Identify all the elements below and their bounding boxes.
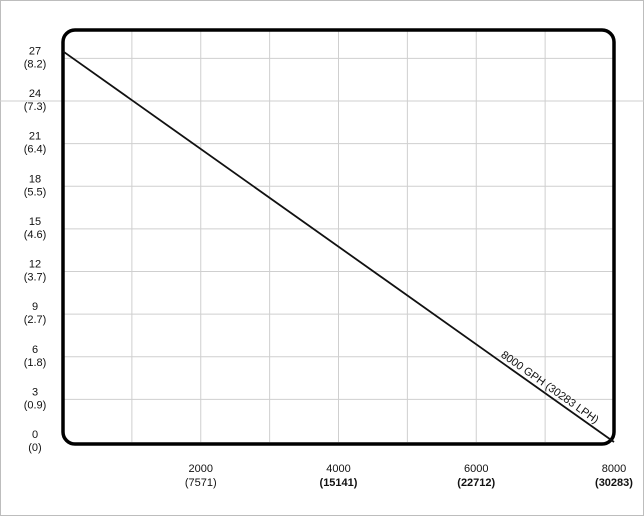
y-tick-sublabel: (0) bbox=[28, 442, 41, 454]
y-tick-label: 9 bbox=[32, 301, 38, 313]
y-tick-sublabel: (4.6) bbox=[24, 229, 47, 241]
x-tick-label: 2000 bbox=[189, 463, 213, 475]
y-tick-label: 0 bbox=[32, 429, 38, 441]
x-tick-sublabel: (7571) bbox=[185, 477, 217, 489]
x-tick-sublabel: (22712) bbox=[457, 477, 495, 489]
y-tick-sublabel: (1.8) bbox=[24, 357, 47, 369]
y-tick-sublabel: (0.9) bbox=[24, 399, 47, 411]
y-tick-label: 12 bbox=[29, 259, 41, 271]
series-line bbox=[62, 50, 615, 443]
x-axis-ticks: 2000 (7571) 4000 (15141) 6000 (22712) 8000 (302… bbox=[185, 463, 633, 489]
y-tick-sublabel: (2.7) bbox=[24, 314, 47, 326]
grid-lines bbox=[0, 30, 644, 442]
x-tick-label: 6000 bbox=[464, 463, 488, 475]
x-tick-sublabel: (30283) bbox=[595, 477, 633, 489]
y-tick-sublabel: (8.2) bbox=[24, 58, 47, 70]
y-tick-label: 15 bbox=[29, 216, 41, 228]
series-label: 8000 GPH (30283 LPH) bbox=[499, 349, 601, 426]
y-tick-label: 24 bbox=[29, 88, 41, 100]
y-tick-label: 21 bbox=[29, 131, 41, 143]
y-tick-label: 18 bbox=[29, 173, 41, 185]
y-tick-sublabel: (5.5) bbox=[24, 186, 47, 198]
y-tick-sublabel: (6.4) bbox=[24, 144, 47, 156]
y-tick-sublabel: (3.7) bbox=[24, 272, 47, 284]
y-tick-label: 6 bbox=[32, 344, 38, 356]
y-tick-label: 27 bbox=[29, 45, 41, 57]
x-tick-label: 8000 bbox=[602, 463, 626, 475]
x-tick-sublabel: (15141) bbox=[320, 477, 358, 489]
y-tick-label: 3 bbox=[32, 386, 38, 398]
plot-border bbox=[61, 28, 616, 446]
y-tick-sublabel: (7.3) bbox=[24, 101, 47, 113]
y-axis-ticks: 0(0) 3(0.9) 6(1.8) 9(2.7) 12(3.7) 15(4.6) 18(5… bbox=[24, 45, 47, 454]
x-tick-label: 4000 bbox=[326, 463, 350, 475]
